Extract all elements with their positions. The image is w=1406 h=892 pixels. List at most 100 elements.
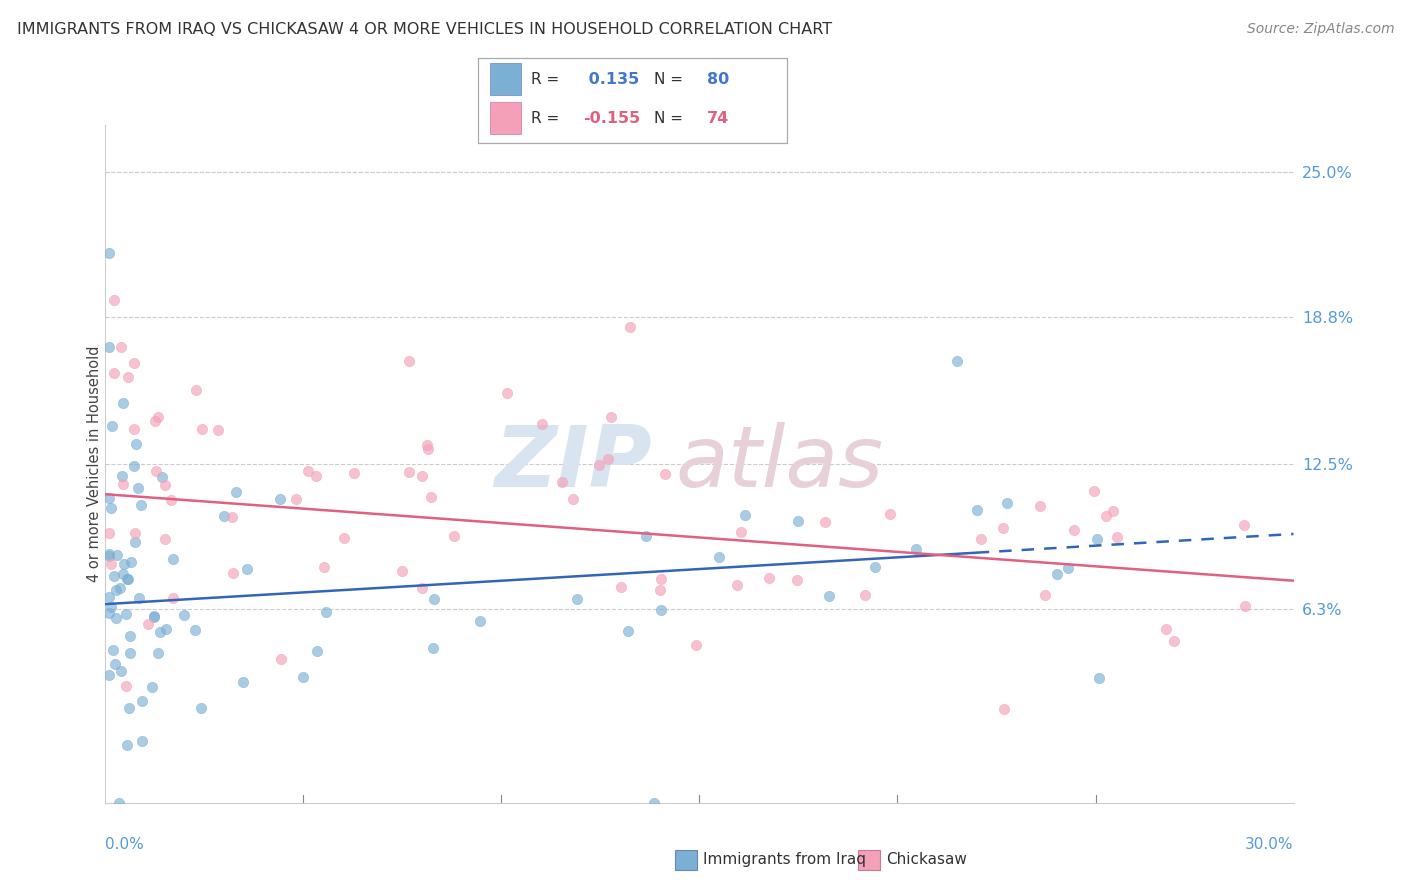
Point xyxy=(104,657,127,671)
Point xyxy=(111,567,134,582)
Point xyxy=(648,582,671,597)
Point xyxy=(115,573,138,587)
Point xyxy=(136,616,159,631)
Point xyxy=(232,675,254,690)
Point xyxy=(145,464,167,478)
Point xyxy=(786,514,808,528)
Point xyxy=(98,340,121,354)
Point xyxy=(730,524,752,539)
Point xyxy=(643,796,665,810)
Point xyxy=(173,607,195,622)
Point xyxy=(619,319,641,334)
Point xyxy=(292,670,315,684)
Point xyxy=(115,607,138,621)
Point xyxy=(654,467,676,482)
Point xyxy=(111,396,134,410)
Point xyxy=(221,566,243,580)
Point xyxy=(863,560,886,574)
Point xyxy=(131,694,153,708)
Point xyxy=(1233,518,1256,533)
Point xyxy=(496,385,519,400)
Point xyxy=(225,485,247,500)
Point xyxy=(818,589,841,603)
Point xyxy=(100,501,122,516)
Point xyxy=(105,582,128,597)
Point xyxy=(270,652,292,666)
Point xyxy=(422,640,444,655)
Point xyxy=(114,557,136,571)
Point xyxy=(1045,566,1067,581)
Point xyxy=(1085,532,1108,546)
Point xyxy=(562,491,585,506)
Point xyxy=(98,491,121,505)
Point xyxy=(343,467,366,481)
Point xyxy=(420,490,443,504)
Point xyxy=(153,477,176,491)
Point xyxy=(758,571,780,585)
Point xyxy=(114,679,136,693)
Y-axis label: 4 or more Vehicles in Household: 4 or more Vehicles in Household xyxy=(87,345,101,582)
Point xyxy=(966,503,988,517)
Point xyxy=(1088,672,1111,686)
Point xyxy=(468,614,491,628)
Point xyxy=(991,521,1014,535)
Text: 74: 74 xyxy=(707,112,730,127)
Point xyxy=(110,340,132,354)
Text: -0.155: -0.155 xyxy=(583,112,641,127)
Point xyxy=(946,353,969,368)
Text: IMMIGRANTS FROM IRAQ VS CHICKASAW 4 OR MORE VEHICLES IN HOUSEHOLD CORRELATION CH: IMMIGRANTS FROM IRAQ VS CHICKASAW 4 OR M… xyxy=(17,22,832,37)
Point xyxy=(1234,599,1257,614)
Point xyxy=(212,508,235,523)
Point xyxy=(600,409,623,424)
Point xyxy=(284,492,307,507)
Point xyxy=(98,549,121,563)
Point xyxy=(103,293,125,308)
Point xyxy=(312,560,335,574)
Point xyxy=(416,442,439,456)
Point xyxy=(162,591,184,605)
Text: 0.0%: 0.0% xyxy=(105,837,145,852)
Point xyxy=(150,470,173,484)
Point xyxy=(707,550,730,565)
Bar xyxy=(491,102,522,134)
Point xyxy=(307,643,329,657)
Point xyxy=(125,437,148,451)
Point xyxy=(786,573,808,587)
Point xyxy=(315,605,337,619)
Point xyxy=(131,498,153,512)
Point xyxy=(305,468,328,483)
Point xyxy=(596,451,619,466)
Point xyxy=(128,591,150,606)
Point xyxy=(155,623,177,637)
Text: N =: N = xyxy=(654,71,688,87)
Point xyxy=(105,548,128,562)
Point xyxy=(122,458,145,473)
Point xyxy=(725,578,748,592)
Point xyxy=(141,680,163,694)
Point xyxy=(269,492,291,507)
Point xyxy=(104,611,127,625)
Point xyxy=(146,409,169,424)
Text: 80: 80 xyxy=(707,71,730,87)
Point xyxy=(184,624,207,638)
Point xyxy=(416,438,439,452)
Text: 30.0%: 30.0% xyxy=(1246,837,1294,852)
Point xyxy=(398,354,420,368)
Text: Chickasaw: Chickasaw xyxy=(886,853,967,867)
Point xyxy=(122,422,145,436)
Text: R =: R = xyxy=(530,112,564,127)
Point xyxy=(610,580,633,594)
Point xyxy=(131,734,153,748)
Point xyxy=(551,475,574,489)
Point xyxy=(1154,623,1177,637)
Point xyxy=(879,508,901,522)
Point xyxy=(124,535,146,549)
Point xyxy=(98,547,121,561)
Point xyxy=(650,572,672,586)
Point xyxy=(127,481,149,495)
Point xyxy=(650,603,672,617)
Point xyxy=(391,564,413,578)
Point xyxy=(103,367,125,381)
Point xyxy=(98,526,121,541)
Point xyxy=(1105,530,1128,544)
